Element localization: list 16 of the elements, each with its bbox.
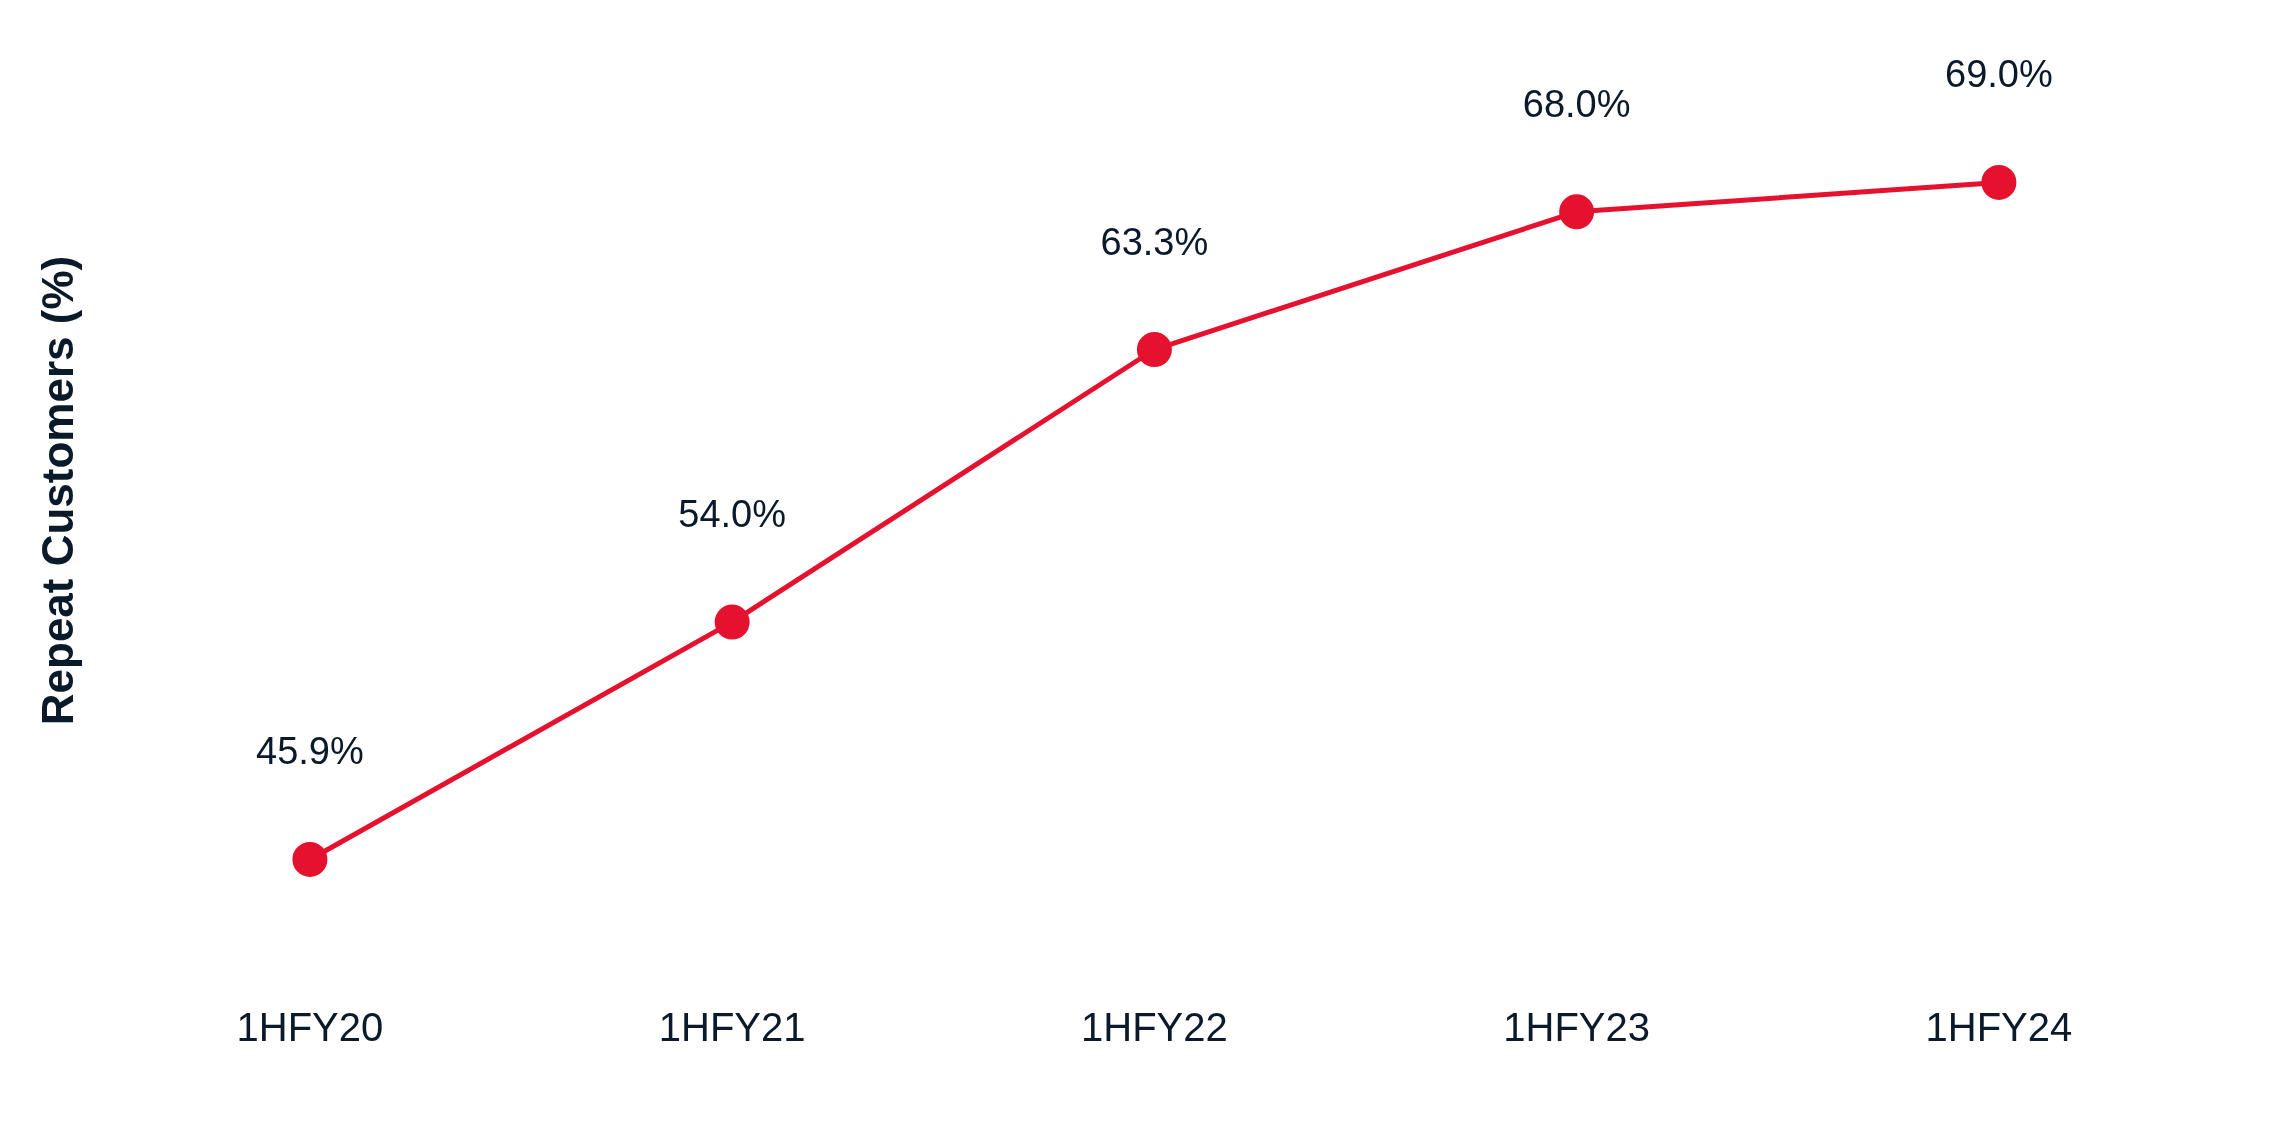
- data-label: 68.0%: [1522, 82, 1631, 125]
- point: [1136, 332, 1172, 368]
- x-tick-label: 1HFY24: [1925, 1005, 2073, 1050]
- point: [1559, 194, 1595, 230]
- data-label: 63.3%: [1100, 220, 1209, 263]
- data-label: 69.0%: [1945, 53, 2053, 96]
- x-tick-label: 1HFY22: [1081, 1005, 1228, 1050]
- data-label: 54.0%: [678, 493, 787, 536]
- point: [1981, 164, 2017, 200]
- point: [292, 841, 328, 877]
- point: [714, 604, 750, 640]
- x-tick-label: 1HFY21: [658, 1005, 806, 1050]
- data-label: 45.9%: [256, 730, 364, 773]
- x-tick-label: 1HFY23: [1503, 1005, 1651, 1050]
- x-tick-label: 1HFY20: [236, 1005, 384, 1050]
- y-axis-title: Repeat Customers (%): [32, 255, 82, 726]
